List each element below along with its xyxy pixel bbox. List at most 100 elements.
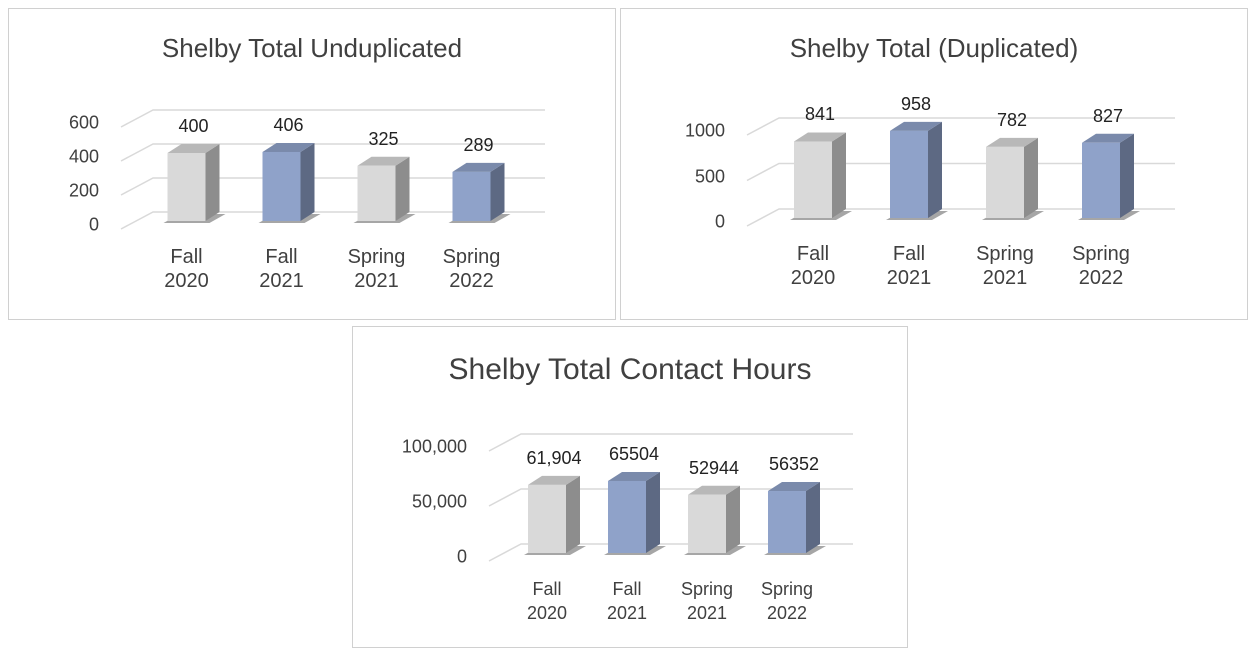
chart-panel: Shelby Total (Duplicated) 0 500 1000 Fall 20… [620,8,1248,320]
chart-title: Shelby Total (Duplicated) [789,33,1079,63]
y-tick-label: 0 [714,211,725,232]
bar-side [1120,133,1134,218]
chart-panel: Shelby Total Unduplicated 0 200 400 600 Fall … [8,8,616,320]
y-tick-label: 100,000 [401,436,467,457]
bar [982,137,1044,220]
grid-line [488,433,853,452]
x-tick-label: Spring 2021 [680,579,734,623]
bar-front [986,146,1024,218]
bar [258,142,321,223]
bar [353,156,416,223]
bar-side [1024,137,1038,218]
y-tick-label: 1000 [684,120,725,141]
bar-side [726,485,740,553]
bar-top [890,121,942,131]
grid-line [746,208,1175,227]
bar-side [300,142,315,221]
value-label: 61,904 [526,447,582,468]
bar-top [986,137,1038,147]
chart [488,433,853,562]
bar [764,482,826,555]
bar [524,475,586,555]
bar-top [262,142,315,152]
bar-front [768,491,806,553]
value-label: 52944 [688,457,740,478]
x-tick-label: Spring 2021 [976,243,1034,289]
grid-line [120,177,545,196]
value-label: 782 [996,109,1028,130]
bar-top [768,482,820,492]
value-label: 841 [804,104,836,125]
bar-front [357,165,396,221]
bar-front [688,494,726,553]
bar-top [528,475,580,485]
x-tick-label: Spring 2022 [760,579,814,623]
x-tick-label: Spring 2022 [442,246,501,292]
grid-line [488,543,853,562]
y-tick-label: 600 [68,112,99,133]
x-tick-label: Fall 2021 [886,243,932,289]
bar [448,162,511,223]
y-tick-label: 50,000 [411,491,467,512]
bar-side [832,132,846,218]
value-label: 958 [900,93,932,114]
bar [886,121,948,220]
bar-side [566,475,580,553]
bar-front [167,153,206,221]
grid-line [746,117,1175,136]
y-tick-label: 200 [68,180,99,201]
value-label: 65504 [608,443,660,464]
bar-side [928,121,942,218]
chart [746,117,1175,227]
bar-side [646,471,660,553]
bar-side [490,162,505,221]
chart [120,109,545,230]
bar-front [608,480,646,553]
bar-front [794,141,832,218]
y-tick-label: 0 [456,546,467,567]
x-tick-label: Spring 2022 [1072,243,1130,289]
bar [604,471,666,555]
bar [1078,133,1140,220]
bar-top [608,471,660,481]
chart-title: Shelby Total Unduplicated [161,33,463,63]
y-tick-label: 500 [694,166,725,186]
x-tick-label: Fall 2020 [164,246,209,292]
value-label: 325 [368,128,399,149]
bar-front [528,484,566,553]
bar-top [452,162,505,172]
grid-line [488,488,853,507]
grid-line [120,211,545,230]
grid-line [120,143,545,162]
grid-line [120,109,545,128]
bar-side [395,156,410,221]
x-tick-label: Spring 2021 [347,246,406,292]
value-label: 827 [1092,105,1124,126]
y-tick-label: 0 [88,214,99,235]
value-label: 289 [463,134,494,155]
bar [790,132,852,220]
chart-panel: Shelby Total Contact Hours 0 50,000 100,000… [352,326,908,648]
bar-top [167,144,220,153]
chart-title: Shelby Total Contact Hours [448,353,812,386]
value-label: 406 [273,114,304,135]
bar-top [1082,133,1134,143]
bar-top [794,132,846,142]
x-tick-label: Fall 2020 [790,243,836,289]
bar-front [452,171,491,221]
bar-side [806,482,820,553]
bar-side [205,144,220,221]
bar-front [1082,142,1120,218]
bar [684,485,746,555]
bar-top [688,485,740,495]
grid-line [746,162,1175,182]
bar [163,144,226,223]
y-tick-label: 400 [68,146,99,167]
x-tick-label: Fall 2021 [259,246,304,292]
x-tick-label: Fall 2020 [526,579,568,623]
bar-front [890,130,928,218]
x-tick-label: Fall 2021 [606,579,648,623]
value-label: 56352 [768,454,820,474]
value-label: 400 [178,116,209,136]
